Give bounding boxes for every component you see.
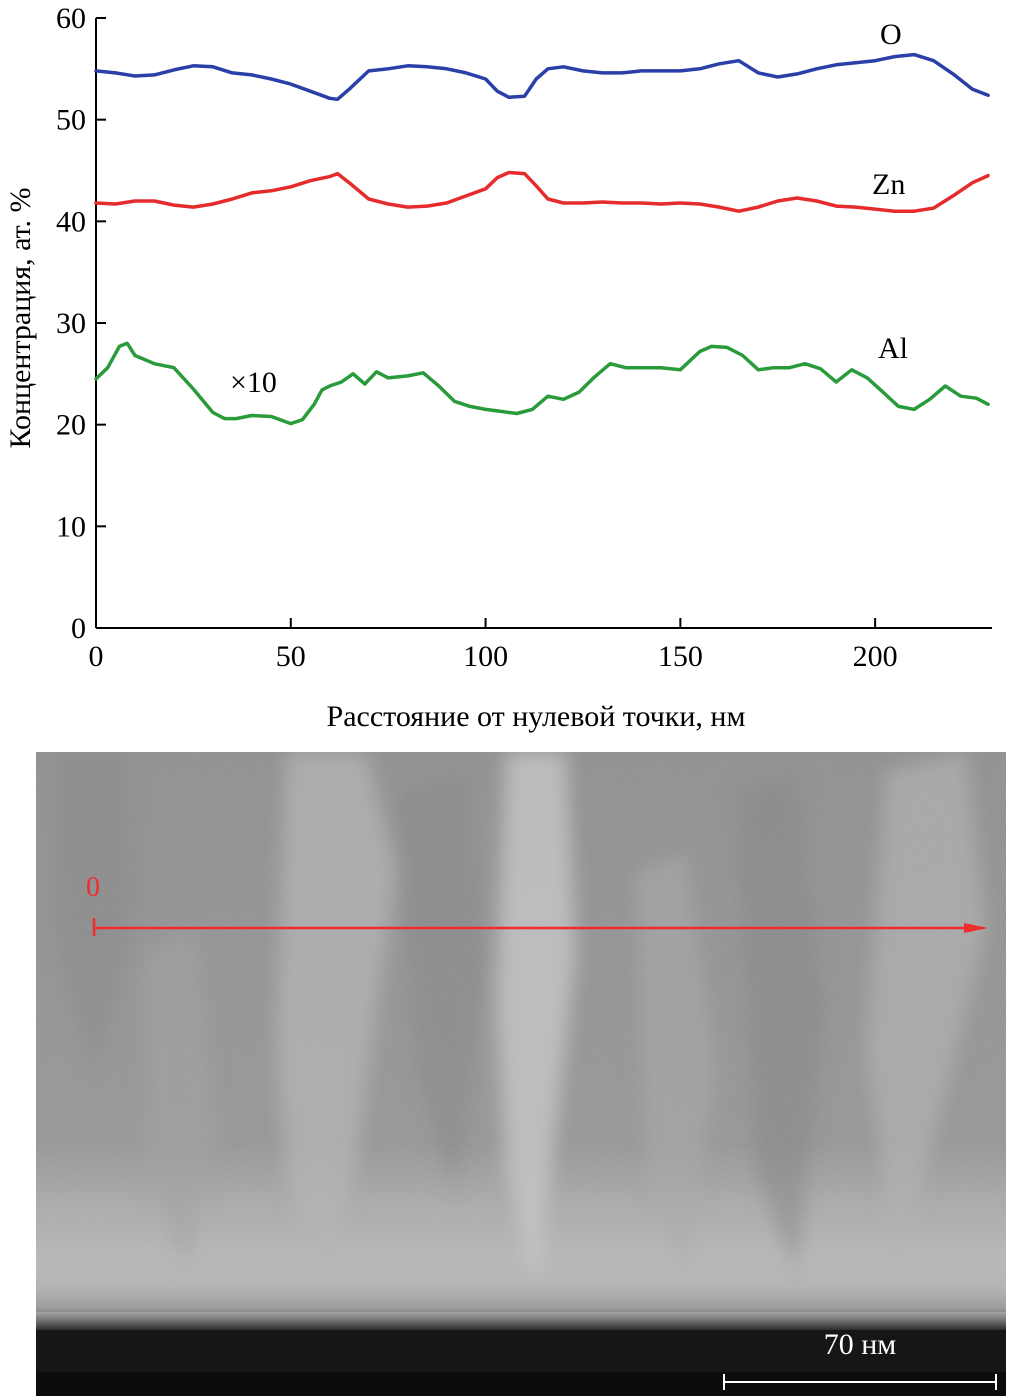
y-axis-title: Концентрация, ат. %	[4, 187, 37, 448]
x-tick-label: 50	[276, 640, 306, 673]
y-tick-label: 10	[56, 510, 86, 543]
scale-bar: 70 нм	[723, 1328, 997, 1390]
x-axis-title: Расстояние от нулевой точки, нм	[327, 700, 746, 733]
line-scan-marker: 0	[86, 872, 988, 936]
series-label-o: O	[880, 18, 902, 51]
x-tick-label: 0	[89, 640, 104, 673]
x-tick-label: 150	[658, 640, 703, 673]
plot-area: 0 10 20 30 40 50 60 0 50 100 150 200	[56, 2, 992, 673]
series-line-zn	[94, 170, 990, 213]
y-tick-label: 50	[56, 104, 86, 137]
y-tick-label: 20	[56, 409, 86, 442]
scale-bar-label: 70 нм	[824, 1328, 897, 1361]
y-tick-label: 30	[56, 307, 86, 340]
series-line-al	[94, 341, 990, 426]
x-ticks: 0 50 100 150 200	[89, 618, 898, 673]
arrow-head-icon	[964, 923, 988, 933]
series-labels: O Zn Al ×10	[230, 18, 908, 399]
al-multiplier-annotation: ×10	[230, 366, 277, 399]
line-scan-origin-label: 0	[86, 872, 100, 903]
y-ticks: 0 10 20 30 40 50 60	[56, 2, 106, 645]
interface-transition	[36, 1272, 1006, 1332]
y-tick-label: 40	[56, 205, 86, 238]
x-tick-label: 200	[853, 640, 898, 673]
y-tick-label: 60	[56, 2, 86, 35]
concentration-profile-chart: 0 10 20 30 40 50 60 0 50 100 150 200 O Zn Al ×10 К…	[4, 2, 992, 733]
y-tick-label: 0	[71, 612, 86, 645]
series-lines	[94, 52, 990, 426]
series-label-zn: Zn	[872, 168, 905, 201]
tem-micrograph: 0 70 нм	[36, 752, 1006, 1396]
series-label-al: Al	[878, 332, 908, 365]
x-tick-label: 100	[463, 640, 508, 673]
series-line-o	[94, 52, 990, 102]
